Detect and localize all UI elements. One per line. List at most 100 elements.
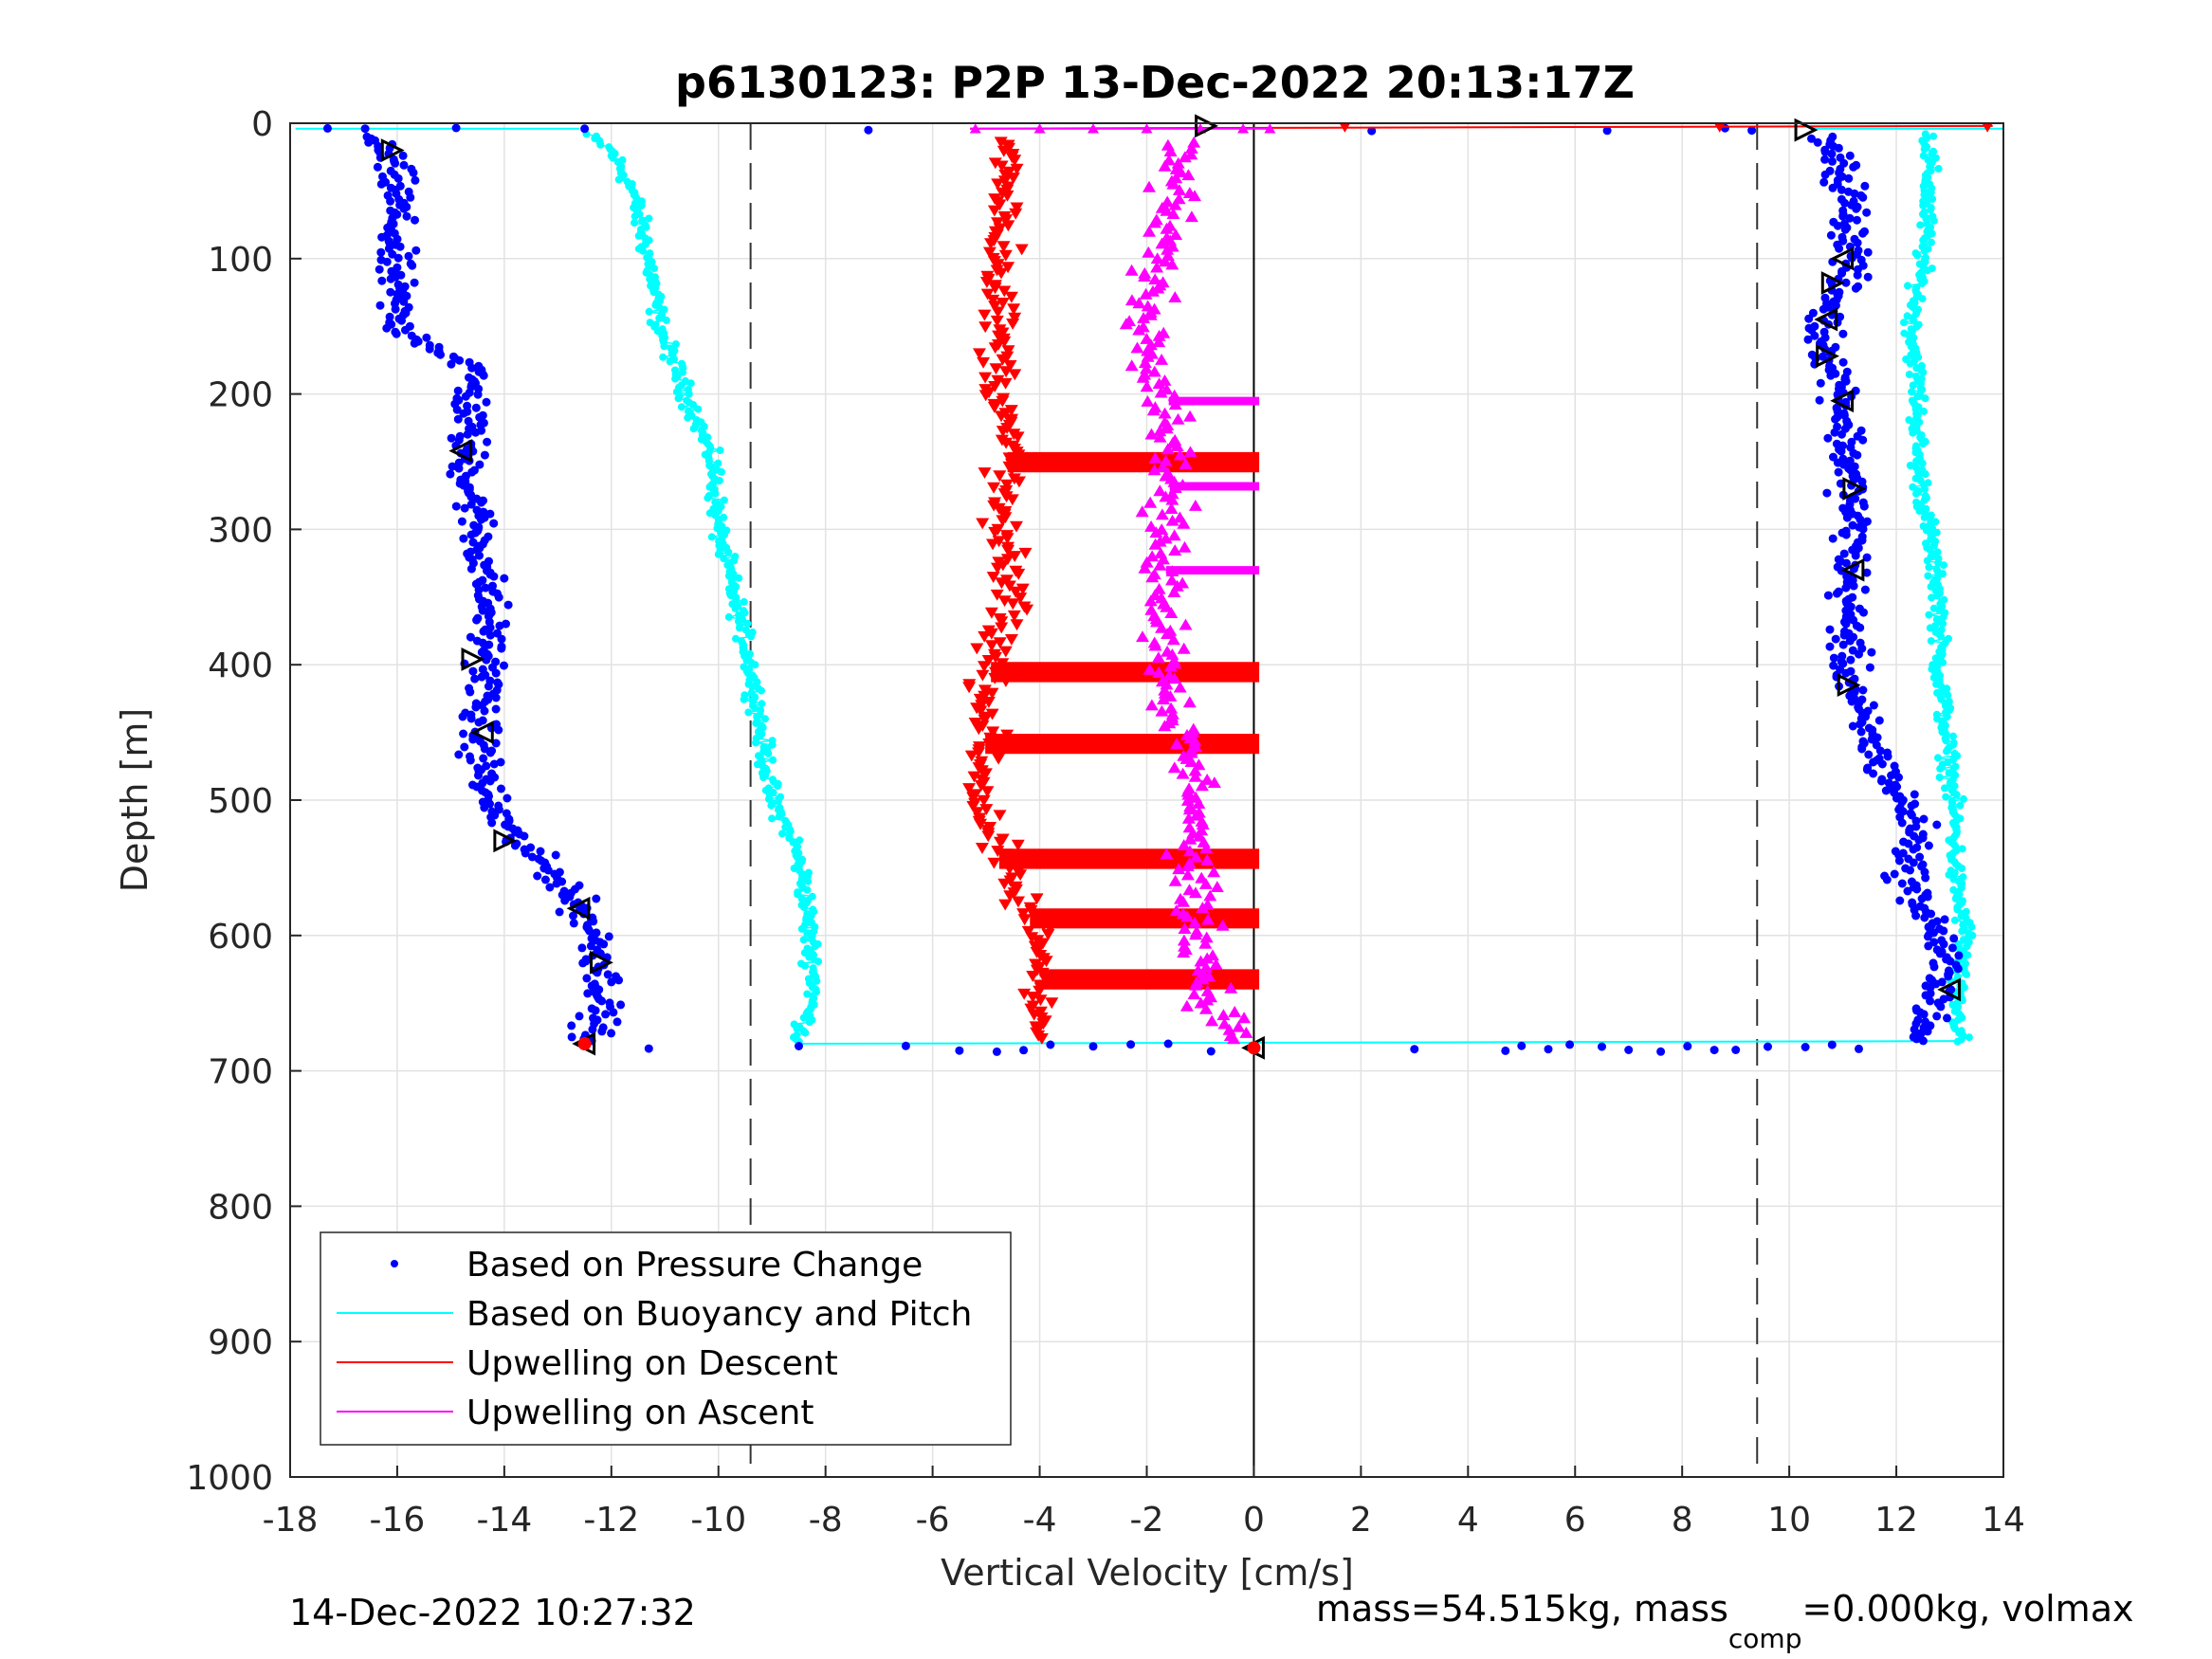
pressure-transition-point: [1683, 1042, 1692, 1051]
ascent-point: [1237, 1012, 1252, 1024]
pressure-point: [409, 168, 418, 177]
buoyancy-point: [1940, 561, 1947, 570]
pressure-point: [552, 879, 561, 888]
pressure-point: [1897, 879, 1907, 888]
pressure-point: [474, 771, 483, 780]
ascent-point: [1177, 517, 1191, 529]
pressure-point: [446, 469, 455, 479]
x-axis-label: Vertical Velocity [cm/s]: [941, 1552, 1354, 1594]
ascent-point: [1188, 190, 1201, 202]
ascent-point: [1161, 195, 1175, 208]
ascent-surface-point: [1237, 123, 1250, 134]
descent-point: [988, 283, 1002, 295]
descent-point: [993, 637, 1007, 649]
descent-point: [1006, 598, 1020, 611]
pressure-point: [1833, 221, 1842, 230]
buoyancy-point: [743, 619, 752, 628]
buoyancy-point: [679, 368, 686, 376]
pressure-point: [1819, 304, 1828, 314]
descent-point: [998, 646, 1013, 658]
descent-point: [996, 241, 1011, 253]
descent-point: [987, 402, 1001, 413]
pressure-point: [597, 1027, 607, 1036]
pressure-point: [1919, 814, 1929, 824]
pressure-point: [1858, 524, 1868, 534]
descent-point: [1010, 619, 1024, 631]
pressure-point: [612, 1017, 622, 1027]
y-tick-label: 700: [208, 1053, 273, 1092]
pressure-point: [1914, 835, 1924, 845]
pressure-transition-point: [795, 1042, 803, 1050]
ascent-point: [1164, 502, 1179, 514]
pressure-point: [474, 718, 484, 727]
x-tick-label: 0: [1243, 1501, 1265, 1540]
ascent-point: [1170, 738, 1184, 750]
pressure-point: [1877, 776, 1886, 786]
descent-point: [1002, 580, 1016, 592]
pressure-point: [1820, 155, 1830, 164]
pressure-point: [491, 704, 501, 714]
pressure-point: [373, 162, 382, 172]
descent-point: [1017, 914, 1032, 926]
pressure-point: [1869, 701, 1878, 710]
descent-point: [1006, 319, 1020, 330]
pitch-marker-triangle: [1937, 977, 1962, 1002]
buoyancy-point: [1905, 371, 1913, 378]
descent-point: [978, 768, 993, 780]
pressure-point: [466, 632, 475, 642]
buoyancy-point: [1941, 784, 1948, 793]
y-tick-label: 800: [208, 1188, 273, 1227]
buoyancy-point: [774, 782, 782, 791]
footer-timestamp: 14-Dec-2022 10:27:32: [289, 1592, 696, 1633]
buoyancy-point: [1927, 637, 1935, 646]
x-tick-label: -14: [476, 1501, 532, 1540]
pressure-point: [1841, 668, 1851, 678]
buoyancy-point: [769, 756, 777, 764]
buoyancy-point: [1906, 462, 1914, 469]
pressure-point: [1853, 215, 1861, 225]
buoyancy-point: [1933, 715, 1942, 723]
ascent-point: [1228, 1006, 1242, 1017]
ascent-point: [1158, 407, 1172, 419]
ascent-point: [1144, 520, 1159, 532]
ascent-point: [1158, 159, 1172, 172]
buoyancy-point: [716, 447, 724, 454]
descent-point: [996, 354, 1010, 366]
pressure-point: [1853, 270, 1862, 280]
descent-point: [994, 836, 1007, 848]
buoyancy-point: [803, 990, 812, 998]
pressure-point: [376, 179, 386, 189]
buoyancy-point: [1921, 394, 1929, 403]
pressure-point: [461, 392, 470, 401]
ascent-point: [1155, 237, 1169, 249]
pressure-point: [1834, 467, 1843, 477]
pressure-point: [1845, 151, 1855, 160]
buoyancy-point: [793, 1025, 801, 1032]
buoyancy-point: [1958, 845, 1966, 853]
ascent-point: [1172, 184, 1186, 195]
pressure-point: [453, 386, 463, 395]
ascent-point: [1166, 633, 1180, 646]
pressure-point: [1845, 456, 1855, 465]
x-tick-label: 2: [1350, 1501, 1372, 1540]
buoyancy-point: [740, 609, 749, 617]
pressure-point: [1932, 820, 1942, 830]
pressure-point: [393, 253, 403, 263]
buoyancy-point: [1925, 563, 1933, 572]
pressure-point: [597, 996, 607, 1006]
buoyancy-point: [689, 401, 698, 409]
descent-point: [978, 661, 991, 673]
buoyancy-point: [1950, 868, 1959, 877]
buoyancy-point: [650, 264, 658, 273]
ascent-point: [1188, 770, 1202, 782]
buoyancy-point: [1958, 865, 1966, 872]
pressure-point: [1897, 818, 1907, 828]
pressure-point: [1841, 278, 1851, 287]
ascent-point: [1180, 860, 1195, 871]
buoyancy-point: [718, 467, 725, 476]
descent-point: [995, 410, 1008, 423]
descent-point: [1004, 291, 1018, 303]
descent-point: [1008, 551, 1022, 562]
pressure-point: [1849, 581, 1858, 591]
ascent-point: [1137, 312, 1151, 323]
